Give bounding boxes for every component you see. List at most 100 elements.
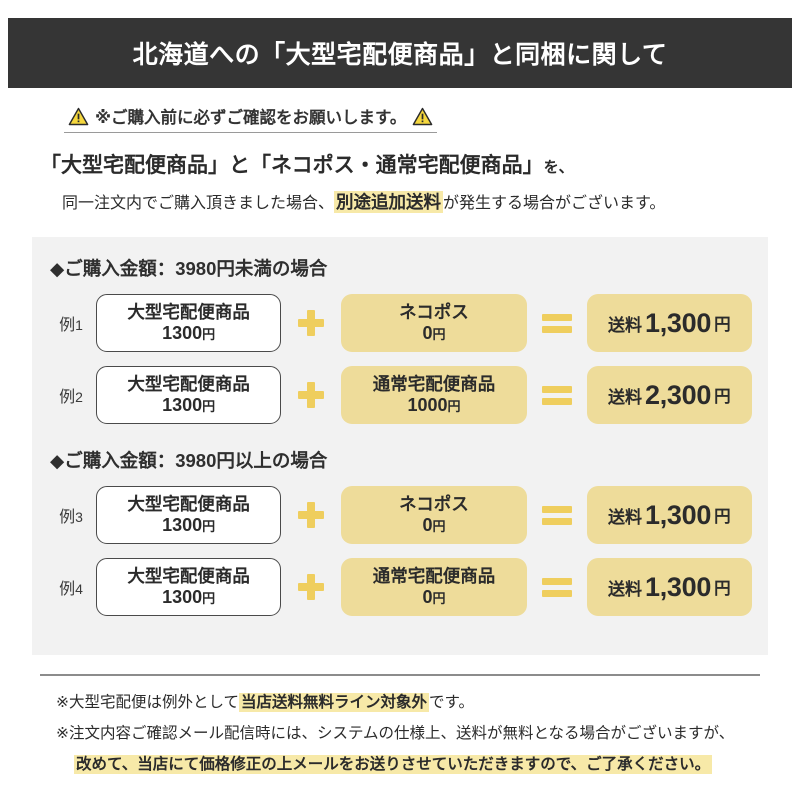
footnote-1: ※大型宅配便は例外として 当店送料無料ライン対象外 です。 (56, 690, 776, 712)
result-box: 送料 1,300 円 (586, 486, 752, 544)
item-title: 大型宅配便商品 (127, 301, 250, 322)
plus-sign-icon (298, 310, 325, 336)
example-label-prefix: 例 (59, 509, 76, 526)
example-label: 例4 (48, 575, 96, 599)
item-amount-value: 1300 (162, 586, 203, 607)
footnote-2-highlight: 改めて、当店にて価格修正の上メールをお送りさせていただきますので、ご了承ください… (74, 755, 713, 774)
notice-line-1: 「大型宅配便商品」と「ネコポス・通常宅配便商品」を、 (40, 149, 760, 179)
item-amount-yen: 円 (432, 518, 446, 534)
page-title: 北海道への「大型宅配便商品」と同梱に関して (132, 41, 668, 69)
section-heading-under-3980: ◆ご購入金額：3980円未満の場合 (50, 258, 328, 279)
footnote-1-prefix: ※大型宅配便は例外として (56, 694, 240, 711)
result-box: 送料 1,300 円 (586, 294, 752, 352)
item-title: 大型宅配便商品 (127, 373, 250, 394)
item-title: 大型宅配便商品 (127, 565, 250, 586)
item-amount-value: 1300 (162, 322, 203, 343)
header-bar: 北海道への「大型宅配便商品」と同梱に関して (8, 18, 792, 88)
footnote-divider (40, 674, 760, 676)
item-box-large-parcel: 大型宅配便商品 1300円 (96, 486, 282, 544)
equals-sign-icon (541, 505, 572, 525)
notice-block: ※ご購入前に必ずご確認をお願いします。 「大型宅配便商品」と「ネコポス・通常宅配… (40, 104, 760, 214)
result-value: 1,300 (645, 307, 712, 338)
item-title: 通常宅配便商品 (372, 565, 496, 586)
result-value: 1,300 (645, 499, 712, 530)
warning-triangle-icon (68, 107, 89, 126)
item-title: ネコポス (399, 493, 469, 514)
example-label: 例3 (48, 503, 96, 527)
example-label-prefix: 例 (59, 581, 76, 598)
warning-triangle-icon (412, 107, 433, 126)
item-box-large-parcel: 大型宅配便商品 1300円 (96, 294, 282, 352)
example-label-prefix: 例 (59, 389, 76, 406)
example-label-number: 4 (75, 581, 83, 597)
footnote-1-suffix: です。 (429, 694, 474, 711)
example-label: 例2 (48, 383, 96, 407)
item-amount-yen: 円 (432, 590, 446, 606)
footnotes-block: ※大型宅配便は例外として 当店送料無料ライン対象外 です。 ※注文内容ご確認メール配… (56, 690, 776, 774)
item-amount: 1300円 (162, 586, 216, 607)
result-box: 送料 2,300 円 (586, 366, 752, 424)
item-amount-value: 1300 (162, 394, 203, 415)
item-amount-value: 1000 (407, 394, 448, 415)
result-box: 送料 1,300 円 (586, 558, 752, 616)
item-title: 大型宅配便商品 (127, 493, 250, 514)
result-value: 2,300 (645, 379, 712, 410)
item-box-secondary: ネコポス 0円 (341, 294, 527, 352)
item-box-secondary: ネコポス 0円 (341, 486, 527, 544)
result-label: 送料 (608, 579, 643, 599)
example-label-prefix: 例 (59, 317, 76, 334)
result-label: 送料 (608, 315, 643, 335)
plus-sign-icon (298, 574, 325, 600)
footnote-2-line-1: ※注文内容ご確認メール配信時には、システムの仕様上、送料が無料となる場合がござい… (56, 725, 735, 742)
operator-plus (281, 310, 341, 336)
operator-equals (527, 505, 587, 525)
example-label-number: 2 (75, 389, 83, 405)
example-row: 例4 大型宅配便商品 1300円 通常宅配便商品 0円 送料 1,300 円 (48, 551, 752, 623)
result-yen: 円 (714, 580, 731, 598)
operator-equals (527, 313, 587, 333)
plus-sign-icon (298, 502, 325, 528)
result-yen: 円 (714, 388, 731, 406)
item-amount-yen: 円 (432, 326, 446, 342)
notice-line-2-suffix: が発生する場合がございます。 (443, 195, 666, 212)
example-row: 例3 大型宅配便商品 1300円 ネコポス 0円 送料 1,300 円 (48, 479, 752, 551)
item-amount: 1300円 (162, 322, 216, 343)
result-label: 送料 (608, 387, 643, 407)
item-box-secondary: 通常宅配便商品 1000円 (341, 366, 527, 424)
plus-sign-icon (298, 382, 325, 408)
notice-confirm-banner: ※ご購入前に必ずご確認をお願いします。 (64, 104, 438, 133)
result-value: 1,300 (645, 571, 712, 602)
notice-line-1-main: 「大型宅配便商品」と「ネコポス・通常宅配便商品」 (40, 154, 544, 177)
equals-sign-icon (541, 385, 572, 405)
example-row: 例1 大型宅配便商品 1300円 ネコポス 0円 送料 1,300 円 (48, 287, 752, 359)
operator-plus (281, 502, 341, 528)
result-yen: 円 (714, 508, 731, 526)
item-title: ネコポス (399, 301, 469, 322)
result-label: 送料 (608, 507, 643, 527)
operator-plus (281, 574, 341, 600)
notice-line-2-highlight: 別途追加送料 (334, 191, 444, 213)
equals-sign-icon (541, 313, 572, 333)
operator-equals (527, 385, 587, 405)
item-amount-value: 0 (422, 586, 433, 607)
notice-line-2-prefix: 同一注文内でご購入頂きました場合、 (62, 195, 335, 212)
item-box-large-parcel: 大型宅配便商品 1300円 (96, 558, 282, 616)
item-amount-yen: 円 (202, 326, 216, 342)
item-box-secondary: 通常宅配便商品 0円 (341, 558, 527, 616)
result-yen: 円 (714, 316, 731, 334)
notice-confirm-text: ※ご購入前に必ずご確認をお願いします。 (95, 109, 407, 127)
operator-plus (281, 382, 341, 408)
item-title: 通常宅配便商品 (372, 373, 496, 394)
item-amount-yen: 円 (202, 518, 216, 534)
item-amount: 0円 (422, 323, 446, 343)
example-row: 例2 大型宅配便商品 1300円 通常宅配便商品 1000円 送料 2,300 … (48, 359, 752, 431)
examples-panel: ◆ご購入金額：3980円未満の場合 例1 大型宅配便商品 1300円 ネコポス … (32, 237, 768, 655)
item-amount-yen: 円 (202, 590, 216, 606)
example-label-number: 1 (75, 317, 83, 333)
item-amount: 1000円 (407, 394, 461, 415)
item-amount-yen: 円 (447, 398, 461, 414)
footnote-1-highlight: 当店送料無料ライン対象外 (239, 693, 430, 712)
notice-line-2: 同一注文内でご購入頂きました場合、 別途追加送料 が発生する場合がございます。 (62, 189, 760, 214)
section-heading-over-3980: ◆ご購入金額：3980円以上の場合 (50, 450, 328, 471)
